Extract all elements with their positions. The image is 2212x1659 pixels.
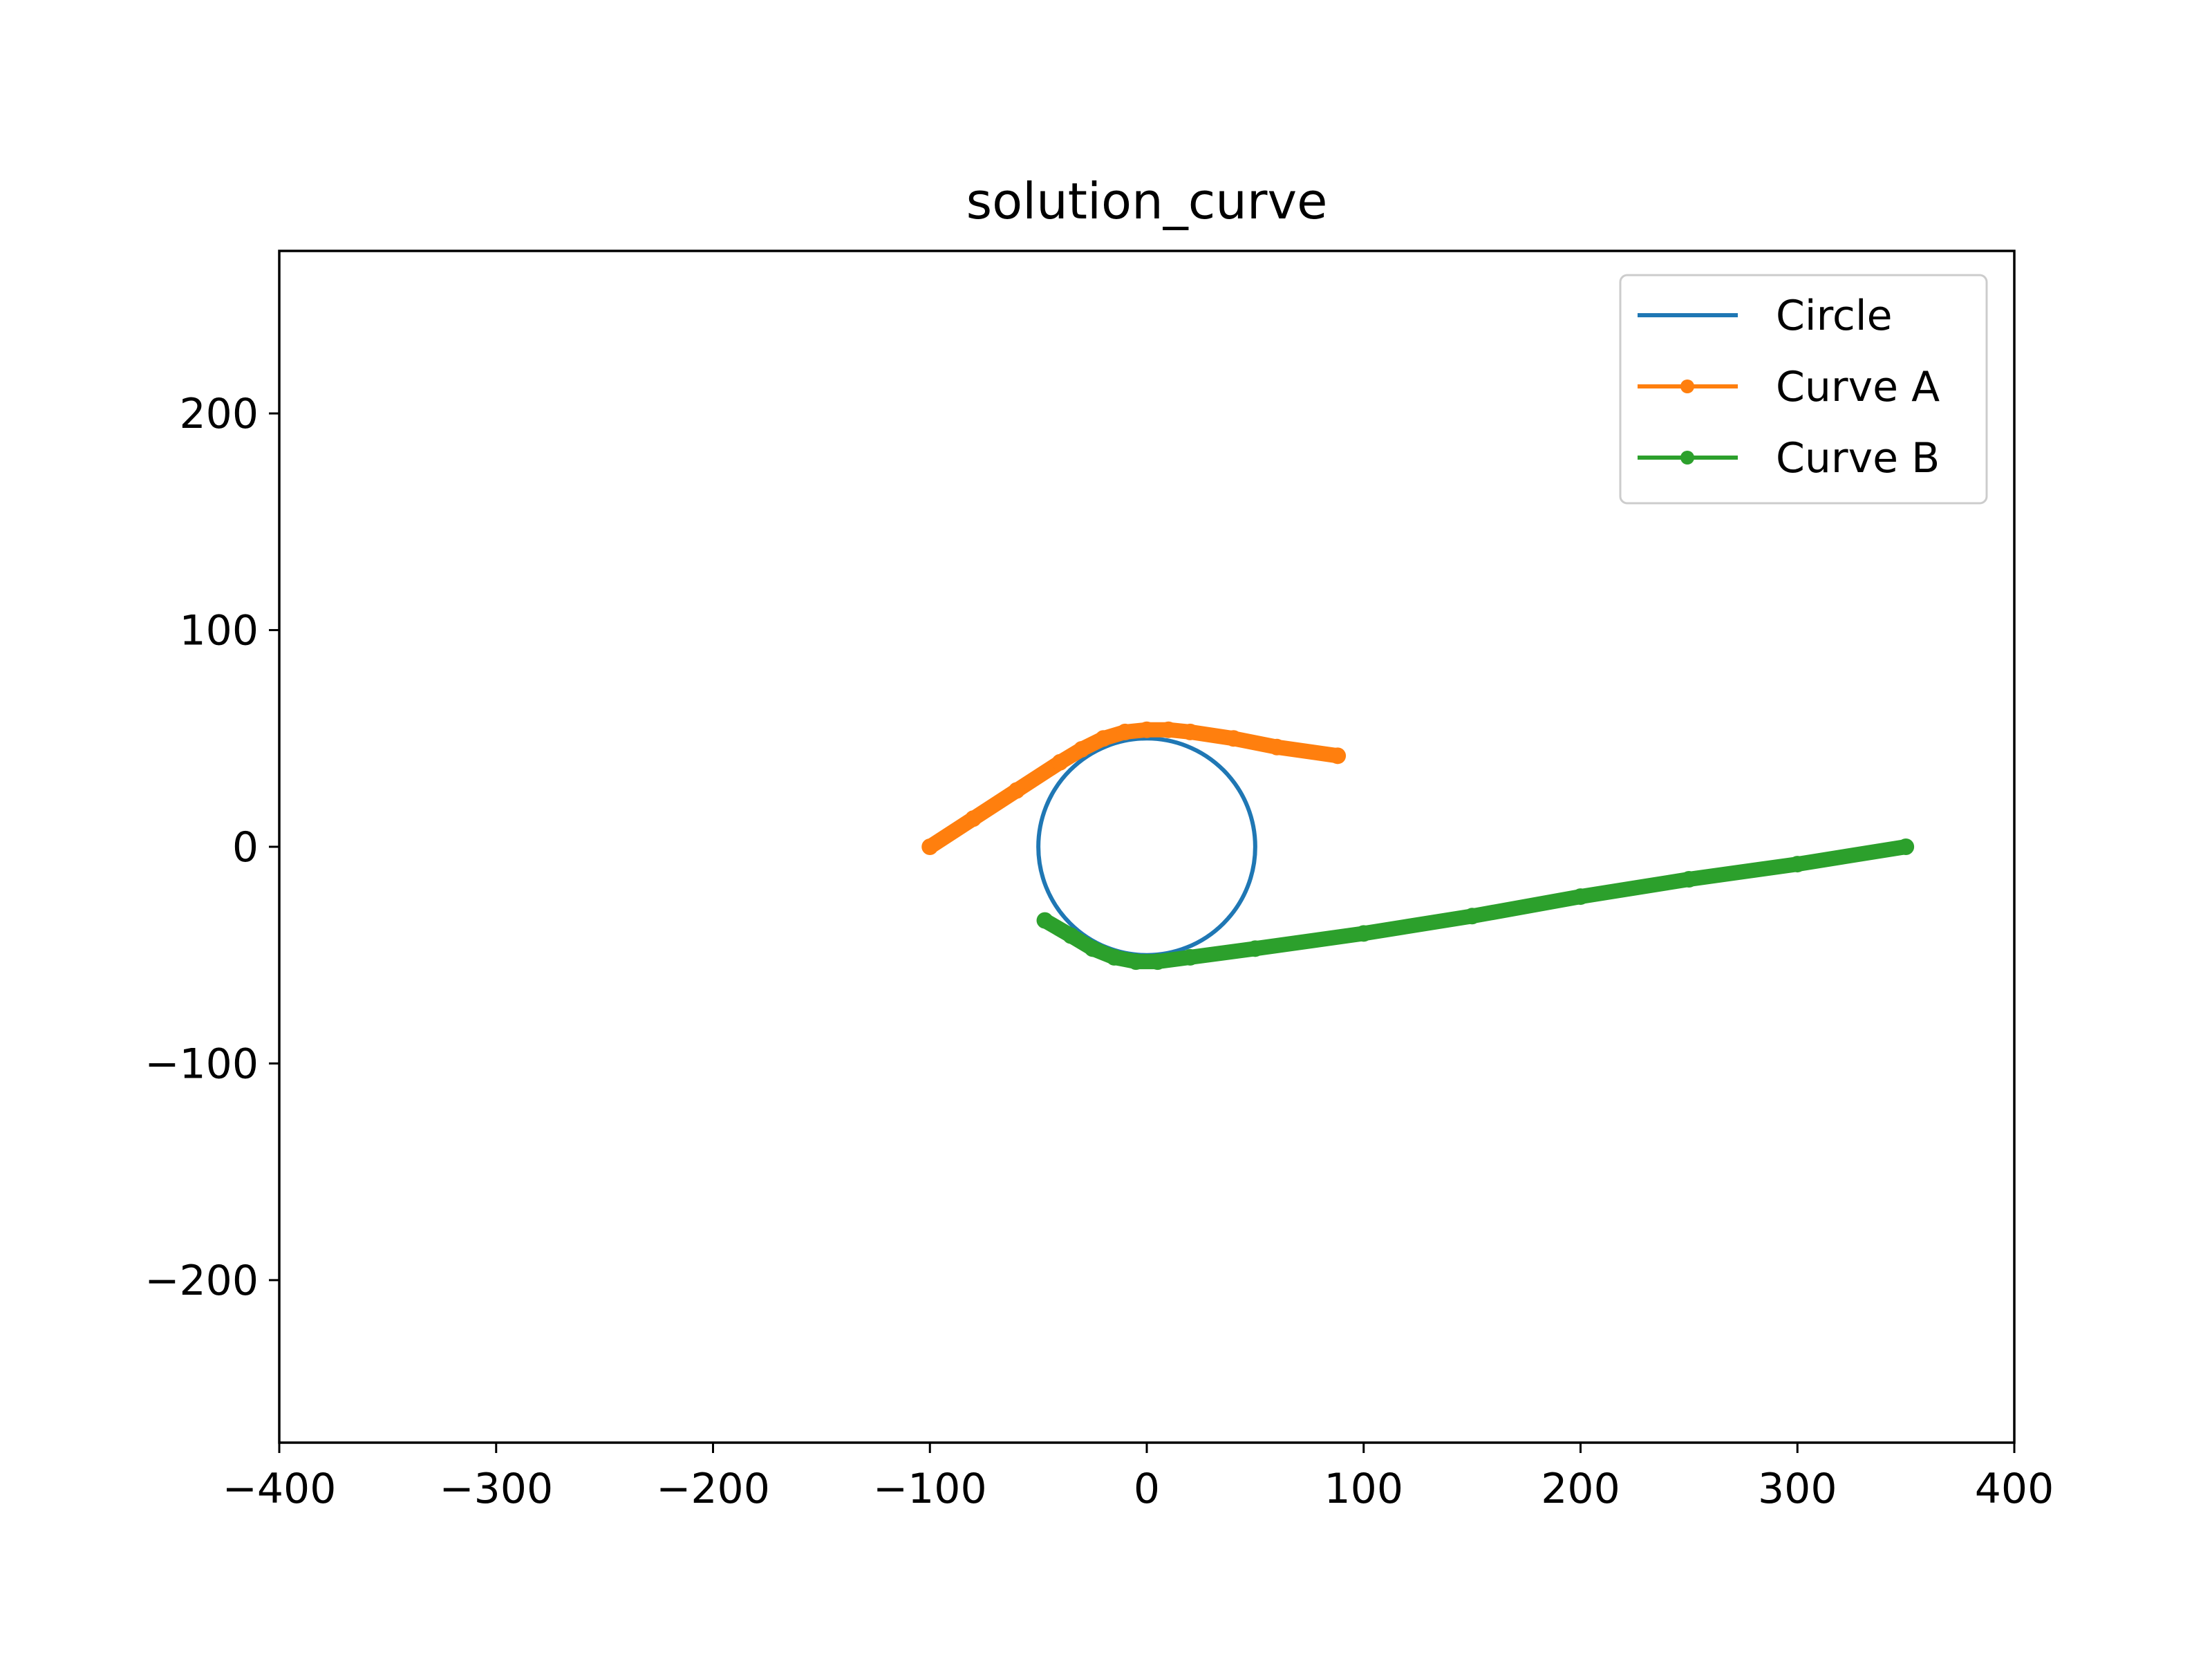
- data-point: [1008, 782, 1025, 799]
- y-tick-label: 0: [232, 823, 259, 872]
- data-point: [921, 838, 939, 855]
- x-tick-label: 200: [1541, 1465, 1620, 1513]
- y-tick-label: 100: [179, 607, 259, 655]
- data-point: [1181, 948, 1199, 966]
- data-point: [1127, 953, 1145, 971]
- data-point: [1225, 730, 1242, 747]
- data-point: [1073, 740, 1090, 758]
- legend-box: [1619, 274, 1988, 505]
- x-tick-label: 100: [1324, 1465, 1403, 1513]
- legend-item: Circle: [1638, 292, 1893, 340]
- data-point: [1051, 753, 1069, 771]
- legend-marker: [1680, 379, 1694, 393]
- data-point: [1149, 953, 1166, 971]
- data-point: [1036, 912, 1053, 929]
- data-point: [1572, 888, 1589, 906]
- data-point: [1329, 747, 1347, 765]
- legend-label: Circle: [1776, 292, 1893, 340]
- data-point: [1463, 908, 1481, 925]
- data-point: [965, 810, 982, 827]
- plot-area: [921, 721, 1915, 971]
- series-circle: [1036, 736, 1257, 957]
- circle-line: [1036, 736, 1257, 957]
- y-axis: −200 −100 0 100 200: [144, 390, 279, 1305]
- data-point: [1181, 723, 1199, 740]
- y-tick-label: 200: [179, 390, 259, 438]
- data-point: [1116, 723, 1134, 740]
- data-point: [1160, 721, 1177, 738]
- legend-marker: [1680, 451, 1694, 465]
- x-tick-label: −300: [439, 1465, 553, 1513]
- chart-title: solution_curve: [966, 172, 1328, 230]
- data-point: [1138, 721, 1155, 738]
- legend-item: Curve A: [1638, 363, 1940, 411]
- x-tick-label: −200: [656, 1465, 770, 1513]
- data-point: [1095, 730, 1112, 747]
- x-axis: −400 −300 −200 −100 0 100 200 300 400: [223, 1443, 2054, 1513]
- legend-label: Curve A: [1776, 363, 1940, 411]
- data-point: [1789, 856, 1806, 873]
- x-tick-label: −100: [873, 1465, 987, 1513]
- series-curve-a: [921, 721, 1347, 855]
- legend: Circle Curve A Curve B: [1619, 274, 1988, 505]
- data-point: [1062, 927, 1080, 944]
- legend-label: Curve B: [1776, 434, 1940, 482]
- data-point: [1105, 948, 1123, 966]
- x-tick-label: 0: [1134, 1465, 1160, 1513]
- series-curve-b: [1036, 838, 1915, 971]
- data-point: [1680, 871, 1698, 888]
- y-tick-label: −200: [144, 1257, 259, 1305]
- x-tick-label: 400: [1975, 1465, 2054, 1513]
- data-point: [1084, 940, 1101, 957]
- data-point: [1246, 940, 1264, 957]
- data-point: [1268, 738, 1286, 756]
- x-tick-label: 300: [1758, 1465, 1837, 1513]
- y-tick-label: −100: [144, 1040, 259, 1088]
- x-tick-label: −400: [223, 1465, 337, 1513]
- series-line: [1037, 839, 1914, 970]
- legend-item: Curve B: [1638, 434, 1940, 482]
- data-point: [1897, 838, 1915, 855]
- data-point: [1355, 925, 1372, 942]
